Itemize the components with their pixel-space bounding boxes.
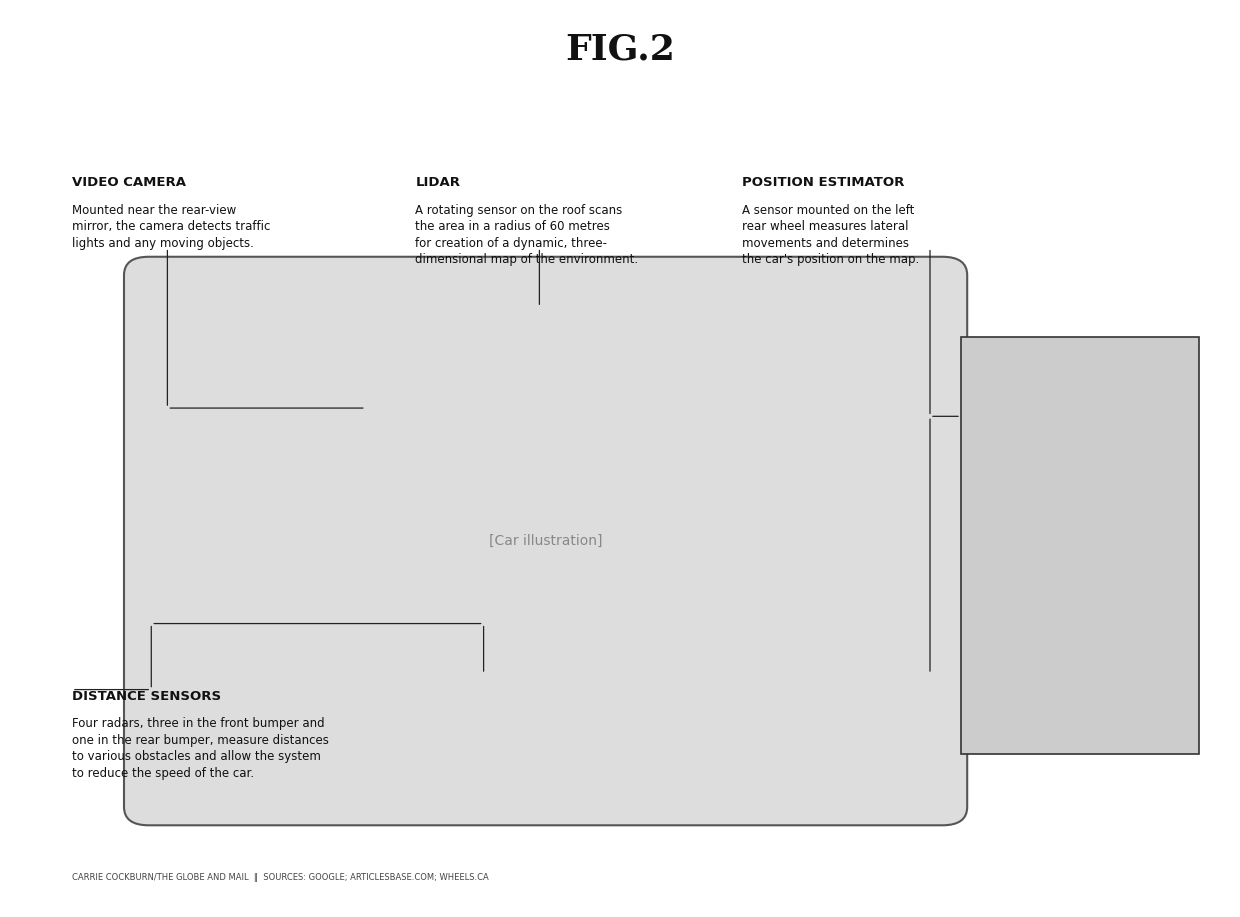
Text: Mounted near the rear-view
mirror, the camera detects traffic
lights and any mov: Mounted near the rear-view mirror, the c… xyxy=(72,204,270,249)
Text: Four radars, three in the front bumper and
one in the rear bumper, measure dista: Four radars, three in the front bumper a… xyxy=(72,717,329,779)
FancyBboxPatch shape xyxy=(124,257,967,825)
Bar xyxy=(961,337,1199,754)
Text: POSITION ESTIMATOR: POSITION ESTIMATOR xyxy=(742,176,904,189)
Text: CARRIE COCKBURN/THE GLOBE AND MAIL  ‖  SOURCES: GOOGLE; ARTICLESBASE.COM; WHEELS: CARRIE COCKBURN/THE GLOBE AND MAIL ‖ SOU… xyxy=(72,873,489,882)
Text: VIDEO CAMERA: VIDEO CAMERA xyxy=(72,176,186,189)
Text: [Car illustration]: [Car illustration] xyxy=(489,534,603,548)
Text: DISTANCE SENSORS: DISTANCE SENSORS xyxy=(72,690,221,702)
Text: LIDAR: LIDAR xyxy=(415,176,460,189)
Text: A sensor mounted on the left
rear wheel measures lateral
movements and determine: A sensor mounted on the left rear wheel … xyxy=(742,204,919,266)
Text: A rotating sensor on the roof scans
the area in a radius of 60 metres
for creati: A rotating sensor on the roof scans the … xyxy=(415,204,639,266)
Text: FIG.2: FIG.2 xyxy=(565,32,675,66)
